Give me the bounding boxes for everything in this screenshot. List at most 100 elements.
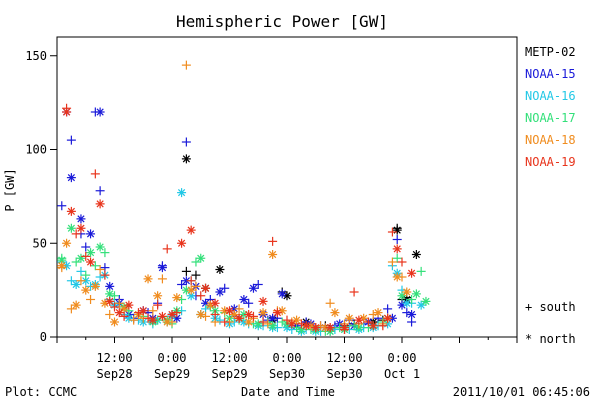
noaa-18-north-point [330,308,340,318]
legend-item-noaa-18: NOAA-18 [525,133,576,147]
noaa-19-north-point [95,199,105,209]
noaa-18-north-point [172,293,182,303]
noaa-17-south-point [71,257,81,267]
noaa-17-north-point [76,253,86,263]
noaa-18-south-point [181,60,191,70]
noaa-16-south-point [76,266,86,276]
noaa-18-south-point [95,265,105,274]
noaa-18-north-point [71,300,81,310]
noaa-19-south-point [196,291,206,301]
noaa-19-north-point [234,313,244,323]
noaa-19-south-point [100,270,110,280]
noaa-19-south-point [153,300,163,310]
noaa-19-north-point [105,296,115,306]
noaa-19-north-point [244,310,254,319]
noaa-18-north-point [143,274,153,284]
noaa-19-north-point [383,313,393,323]
noaa-17-south-point [416,266,426,276]
x-tick-date-label: Sep30 [326,367,362,381]
x-tick-date-label: Sep29 [211,367,247,381]
legend-item-noaa-15: NOAA-15 [525,67,576,81]
noaa-18-north-point [110,317,119,327]
noaa-18-south-point [191,281,201,291]
x-tick-time-label: 12:00 [326,351,362,365]
x-tick-time-label: 0:00 [273,351,302,365]
noaa-15-north-point [157,263,167,273]
noaa-19-north-point [62,107,72,117]
x-tick-date-label: Sep30 [269,367,305,381]
noaa-19-south-point [210,310,220,319]
noaa-18-north-point [62,238,72,248]
noaa-19-north-point [186,225,196,235]
noaa-18-north-point [186,285,196,295]
noaa-19-south-point [387,227,397,237]
noaa-17-south-point [407,295,417,304]
noaa-15-south-point [253,280,263,289]
noaa-15-north-point [76,214,86,224]
noaa-15-south-point [57,201,67,211]
noaa-15-south-point [392,235,402,244]
noaa-16-north-point [71,280,81,289]
noaa-19-north-point [148,315,158,325]
noaa-19-north-point [124,300,134,310]
legend-item-metp-02: METP-02 [525,45,576,59]
noaa-15-north-point [86,229,96,239]
x-tick-time-label: 12:00 [211,351,247,365]
noaa-18-north-point [258,308,268,318]
noaa-19-north-point [354,315,364,325]
noaa-18-south-point [387,257,397,267]
noaa-17-south-point [90,261,100,271]
noaa-19-north-point [340,323,349,333]
noaa-17-south-point [392,253,402,263]
noaa-17-north-point [421,296,431,306]
x-axis-label: Date and Time [241,385,335,399]
noaa-16-north-point [177,188,187,198]
footer-credit: Plot: CCMC [5,385,77,399]
noaa-15-south-point [181,137,191,147]
noaa-16-north-point [416,300,426,310]
marker-legend-south: + south [525,300,576,314]
noaa-18-south-point [148,306,158,316]
noaa-19-south-point [119,311,129,321]
y-tick-label: 0 [40,330,47,344]
noaa-19-north-point [368,321,378,331]
noaa-15-south-point [177,280,187,289]
noaa-15-north-point [407,310,417,319]
y-axis: 0 50 100 150 [25,49,57,344]
noaa-17-south-point [81,270,91,280]
noaa-18-south-point [105,310,115,319]
data-points [57,60,431,336]
noaa-17-north-point [397,291,407,301]
noaa-19-north-point [76,223,86,233]
x-tick-time-label: 0:00 [388,351,417,365]
noaa-19-south-point [90,169,100,179]
noaa-19-south-point [268,236,278,246]
noaa-19-south-point [349,287,359,297]
noaa-15-south-point [244,298,254,308]
noaa-17-south-point [100,248,110,258]
noaa-19-south-point [186,276,196,286]
noaa-18-south-point [157,274,167,284]
noaa-18-north-point [196,310,206,319]
metp-02-north-point [411,250,421,259]
noaa-17-north-point [253,319,263,329]
noaa-18-north-point [402,287,412,297]
noaa-17-north-point [95,242,105,252]
noaa-19-north-point [138,306,148,316]
x-tick-date-label: Sep29 [154,367,190,381]
marker-legend-north: * north [525,332,576,346]
noaa-19-south-point [162,244,172,254]
metp-02-north-point [392,225,402,235]
legend: METP-02 NOAA-15 NOAA-16 NOAA-17 NOAA-18 NOAA-… [525,45,576,169]
noaa-19-north-point [287,319,297,329]
noaa-17-north-point [105,289,115,299]
noaa-19-north-point [86,257,96,267]
noaa-19-south-point [397,257,407,267]
noaa-18-south-point [234,304,244,314]
noaa-19-south-point [258,317,268,327]
footer-timestamp: 2011/10/01 06:45:06 [453,385,590,399]
noaa-18-north-point [229,310,239,319]
noaa-19-north-point [66,206,76,216]
noaa-19-north-point [392,244,402,254]
